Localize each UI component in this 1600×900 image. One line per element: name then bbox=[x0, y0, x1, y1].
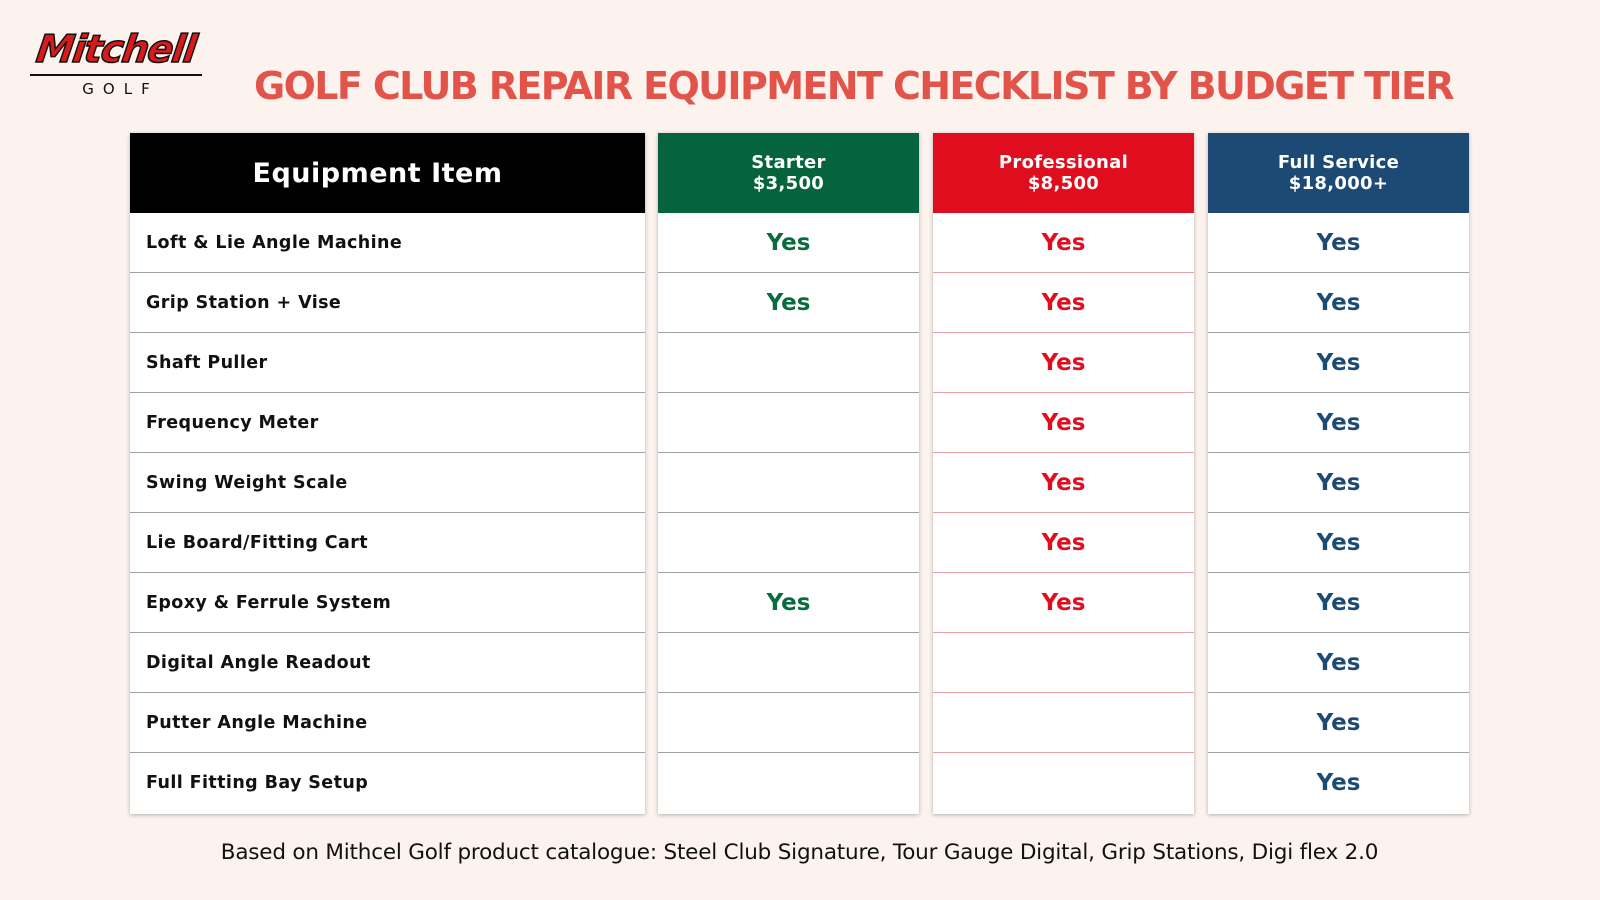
equipment-row: Frequency Meter bbox=[130, 393, 645, 453]
full-service-value: Yes bbox=[1316, 770, 1361, 796]
equipment-row: Loft & Lie Angle Machine bbox=[130, 213, 645, 273]
professional-column: Professional $8,500 Yes Yes Yes Yes Yes Yes Ye… bbox=[933, 133, 1194, 814]
full-service-value: Yes bbox=[1316, 529, 1361, 556]
full-service-value: Yes bbox=[1316, 649, 1361, 676]
starter-cell bbox=[658, 453, 919, 513]
equipment-header-label: Equipment Item bbox=[252, 157, 503, 189]
equipment-name: Swing Weight Scale bbox=[146, 472, 348, 493]
equipment-header: Equipment Item bbox=[130, 133, 645, 213]
logo-wordmark: Mitchell bbox=[33, 26, 199, 72]
equipment-name: Lie Board/Fitting Cart bbox=[146, 532, 369, 553]
full-service-cell: Yes bbox=[1208, 693, 1469, 753]
starter-cell bbox=[658, 333, 919, 393]
professional-cell bbox=[933, 693, 1194, 753]
full-service-value: Yes bbox=[1316, 229, 1361, 256]
brand-logo: Mitchell GOLF bbox=[28, 26, 204, 100]
full-service-cell: Yes bbox=[1208, 453, 1469, 513]
professional-value: Yes bbox=[1041, 229, 1086, 256]
logo-divider bbox=[30, 74, 202, 76]
full-service-value: Yes bbox=[1316, 409, 1361, 436]
full-service-cell: Yes bbox=[1208, 333, 1469, 393]
starter-value: Yes bbox=[766, 289, 811, 316]
equipment-column: Equipment Item Loft & Lie Angle Machine G… bbox=[130, 133, 645, 814]
full-service-value: Yes bbox=[1316, 349, 1361, 376]
starter-header: Starter $3,500 bbox=[658, 133, 919, 213]
professional-cell: Yes bbox=[933, 573, 1194, 633]
equipment-row: Shaft Puller bbox=[130, 333, 645, 393]
starter-cell bbox=[658, 393, 919, 453]
professional-cell: Yes bbox=[933, 213, 1194, 273]
equipment-row: Swing Weight Scale bbox=[130, 453, 645, 513]
full-service-tier-name: Full Service bbox=[1277, 152, 1400, 173]
equipment-name: Grip Station + Vise bbox=[146, 292, 342, 313]
full-service-cell: Yes bbox=[1208, 753, 1469, 813]
starter-value: Yes bbox=[766, 589, 811, 616]
professional-value: Yes bbox=[1041, 589, 1086, 616]
equipment-name: Putter Angle Machine bbox=[146, 712, 368, 733]
equipment-name: Shaft Puller bbox=[146, 352, 268, 373]
starter-cell bbox=[658, 633, 919, 693]
equipment-name: Frequency Meter bbox=[146, 412, 319, 433]
professional-rows: Yes Yes Yes Yes Yes Yes Yes bbox=[933, 213, 1194, 813]
full-service-tier-price: $18,000+ bbox=[1288, 173, 1389, 194]
equipment-row: Lie Board/Fitting Cart bbox=[130, 513, 645, 573]
full-service-cell: Yes bbox=[1208, 573, 1469, 633]
professional-value: Yes bbox=[1041, 529, 1086, 556]
equipment-row: Epoxy & Ferrule System bbox=[130, 573, 645, 633]
full-service-cell: Yes bbox=[1208, 393, 1469, 453]
full-service-cell: Yes bbox=[1208, 213, 1469, 273]
full-service-cell: Yes bbox=[1208, 633, 1469, 693]
full-service-cell: Yes bbox=[1208, 513, 1469, 573]
professional-cell: Yes bbox=[933, 333, 1194, 393]
starter-rows: Yes Yes Yes bbox=[658, 213, 919, 813]
full-service-value: Yes bbox=[1316, 709, 1361, 736]
professional-cell: Yes bbox=[933, 273, 1194, 333]
professional-value: Yes bbox=[1041, 409, 1086, 436]
starter-cell: Yes bbox=[658, 213, 919, 273]
equipment-row: Putter Angle Machine bbox=[130, 693, 645, 753]
full-service-value: Yes bbox=[1316, 469, 1361, 496]
starter-cell bbox=[658, 753, 919, 813]
equipment-name: Full Fitting Bay Setup bbox=[146, 773, 369, 793]
starter-column: Starter $3,500 Yes Yes Yes bbox=[658, 133, 919, 814]
equipment-row: Digital Angle Readout bbox=[130, 633, 645, 693]
starter-cell bbox=[658, 693, 919, 753]
equipment-row: Grip Station + Vise bbox=[130, 273, 645, 333]
equipment-name: Loft & Lie Angle Machine bbox=[146, 232, 403, 253]
equipment-row: Full Fitting Bay Setup bbox=[130, 753, 645, 813]
source-footnote: Based on Mithcel Golf product catalogue:… bbox=[220, 840, 1379, 865]
starter-value: Yes bbox=[766, 229, 811, 256]
starter-cell bbox=[658, 513, 919, 573]
equipment-rows: Loft & Lie Angle Machine Grip Station + V… bbox=[130, 213, 645, 813]
equipment-name: Digital Angle Readout bbox=[146, 652, 371, 673]
full-service-value: Yes bbox=[1316, 589, 1361, 616]
full-service-header: Full Service $18,000+ bbox=[1208, 133, 1469, 213]
full-service-column: Full Service $18,000+ Yes Yes Yes Yes Yes Yes… bbox=[1208, 133, 1469, 814]
professional-tier-price: $8,500 bbox=[1027, 173, 1100, 194]
logo-subtext: GOLF bbox=[82, 80, 159, 98]
professional-value: Yes bbox=[1041, 349, 1086, 376]
professional-value: Yes bbox=[1041, 469, 1086, 496]
professional-cell bbox=[933, 633, 1194, 693]
professional-cell: Yes bbox=[933, 513, 1194, 573]
starter-cell: Yes bbox=[658, 573, 919, 633]
starter-tier-price: $3,500 bbox=[752, 173, 825, 194]
page-title: GOLF CLUB REPAIR EQUIPMENT CHECKLIST BY … bbox=[254, 64, 1455, 108]
professional-tier-name: Professional bbox=[998, 152, 1129, 173]
equipment-name: Epoxy & Ferrule System bbox=[146, 592, 392, 613]
professional-header: Professional $8,500 bbox=[933, 133, 1194, 213]
professional-cell: Yes bbox=[933, 393, 1194, 453]
starter-tier-name: Starter bbox=[751, 152, 826, 173]
full-service-value: Yes bbox=[1316, 289, 1361, 316]
full-service-cell: Yes bbox=[1208, 273, 1469, 333]
full-service-rows: Yes Yes Yes Yes Yes Yes Yes Yes Yes Yes bbox=[1208, 213, 1469, 813]
professional-value: Yes bbox=[1041, 289, 1086, 316]
starter-cell: Yes bbox=[658, 273, 919, 333]
professional-cell bbox=[933, 753, 1194, 813]
professional-cell: Yes bbox=[933, 453, 1194, 513]
